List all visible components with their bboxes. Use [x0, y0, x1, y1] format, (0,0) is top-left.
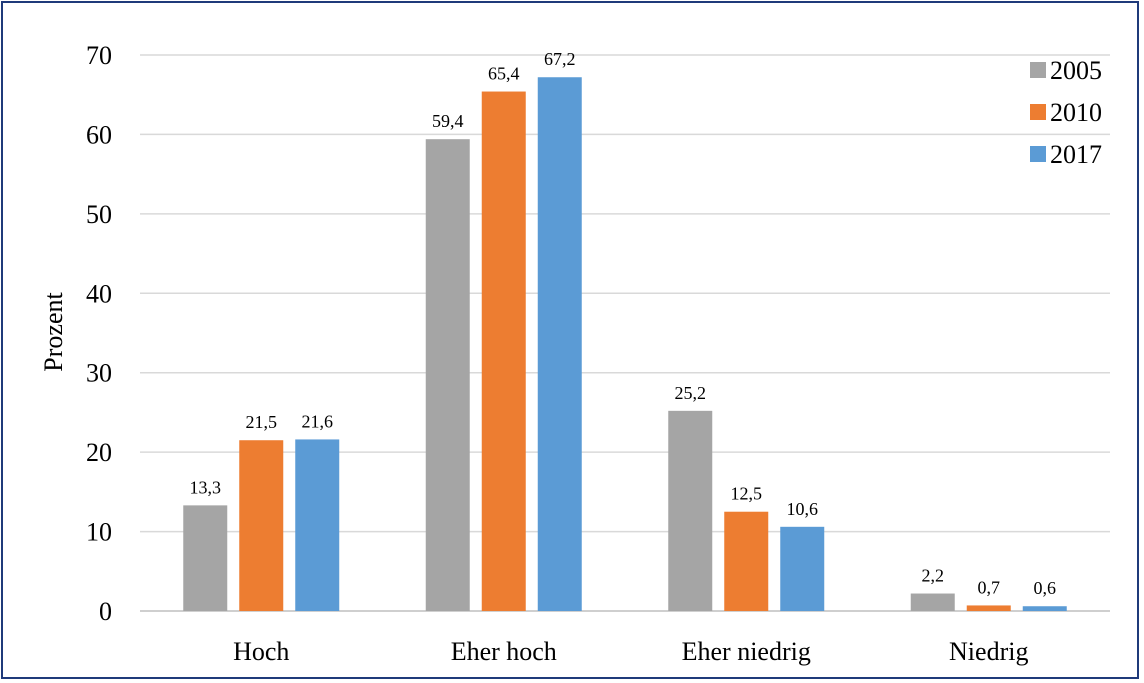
y-tick-label: 50 [86, 200, 112, 229]
legend-label: 2017 [1050, 140, 1102, 169]
y-tick-label: 0 [99, 597, 112, 626]
data-label: 65,4 [488, 64, 520, 84]
data-label: 2,2 [922, 566, 945, 586]
bar-2017-0 [295, 439, 340, 611]
data-label: 59,4 [432, 111, 464, 131]
y-tick-label: 40 [86, 279, 112, 308]
legend-swatch [1030, 146, 1046, 162]
data-label: 0,6 [1034, 578, 1057, 598]
data-label: 12,5 [731, 484, 763, 504]
y-tick-label: 30 [86, 359, 112, 388]
bar-2010-0 [239, 440, 284, 611]
legend-swatch [1030, 104, 1046, 120]
y-tick-label: 60 [86, 120, 112, 149]
bar-2005-1 [425, 139, 470, 612]
bar-2017-1 [537, 77, 582, 612]
gridlines [140, 54, 1110, 612]
legend-label: 2010 [1050, 98, 1102, 127]
x-category-label: Hoch [233, 637, 289, 666]
legend: 2005 2010 2017 [1030, 56, 1102, 169]
y-axis-label: Prozent [39, 292, 68, 372]
y-axis-ticks: 0 10 20 30 40 50 60 70 [86, 41, 112, 626]
bar-2010-2 [724, 511, 769, 611]
bar-2005-2 [668, 410, 713, 611]
x-category-label: Eher hoch [451, 637, 557, 666]
bars: 13,3 21,5 21,6 59,4 65,4 67,2 25,2 12,5 10,6 2,2 0… [183, 49, 1067, 612]
y-tick-label: 20 [86, 438, 112, 467]
bar-2005-3 [910, 593, 955, 611]
legend-swatch [1030, 62, 1046, 78]
y-tick-label: 10 [86, 518, 112, 547]
x-category-label: Eher niedrig [682, 637, 811, 666]
bar-2010-1 [481, 91, 526, 612]
bar-2010-3 [966, 605, 1011, 611]
data-label: 67,2 [544, 49, 576, 69]
bar-2005-0 [183, 505, 228, 611]
bar-2017-2 [780, 526, 825, 611]
x-axis-categories: Hoch Eher hoch Eher niedrig Niedrig [233, 637, 1028, 666]
data-label: 10,6 [787, 499, 819, 519]
data-label: 25,2 [675, 383, 707, 403]
y-tick-label: 70 [86, 41, 112, 70]
x-category-label: Niedrig [949, 637, 1028, 666]
data-label: 21,5 [246, 412, 278, 432]
data-label: 0,7 [978, 577, 1001, 597]
data-label: 13,3 [190, 477, 222, 497]
data-label: 21,6 [302, 411, 334, 431]
legend-label: 2005 [1050, 56, 1102, 85]
bar-2017-3 [1022, 606, 1067, 611]
